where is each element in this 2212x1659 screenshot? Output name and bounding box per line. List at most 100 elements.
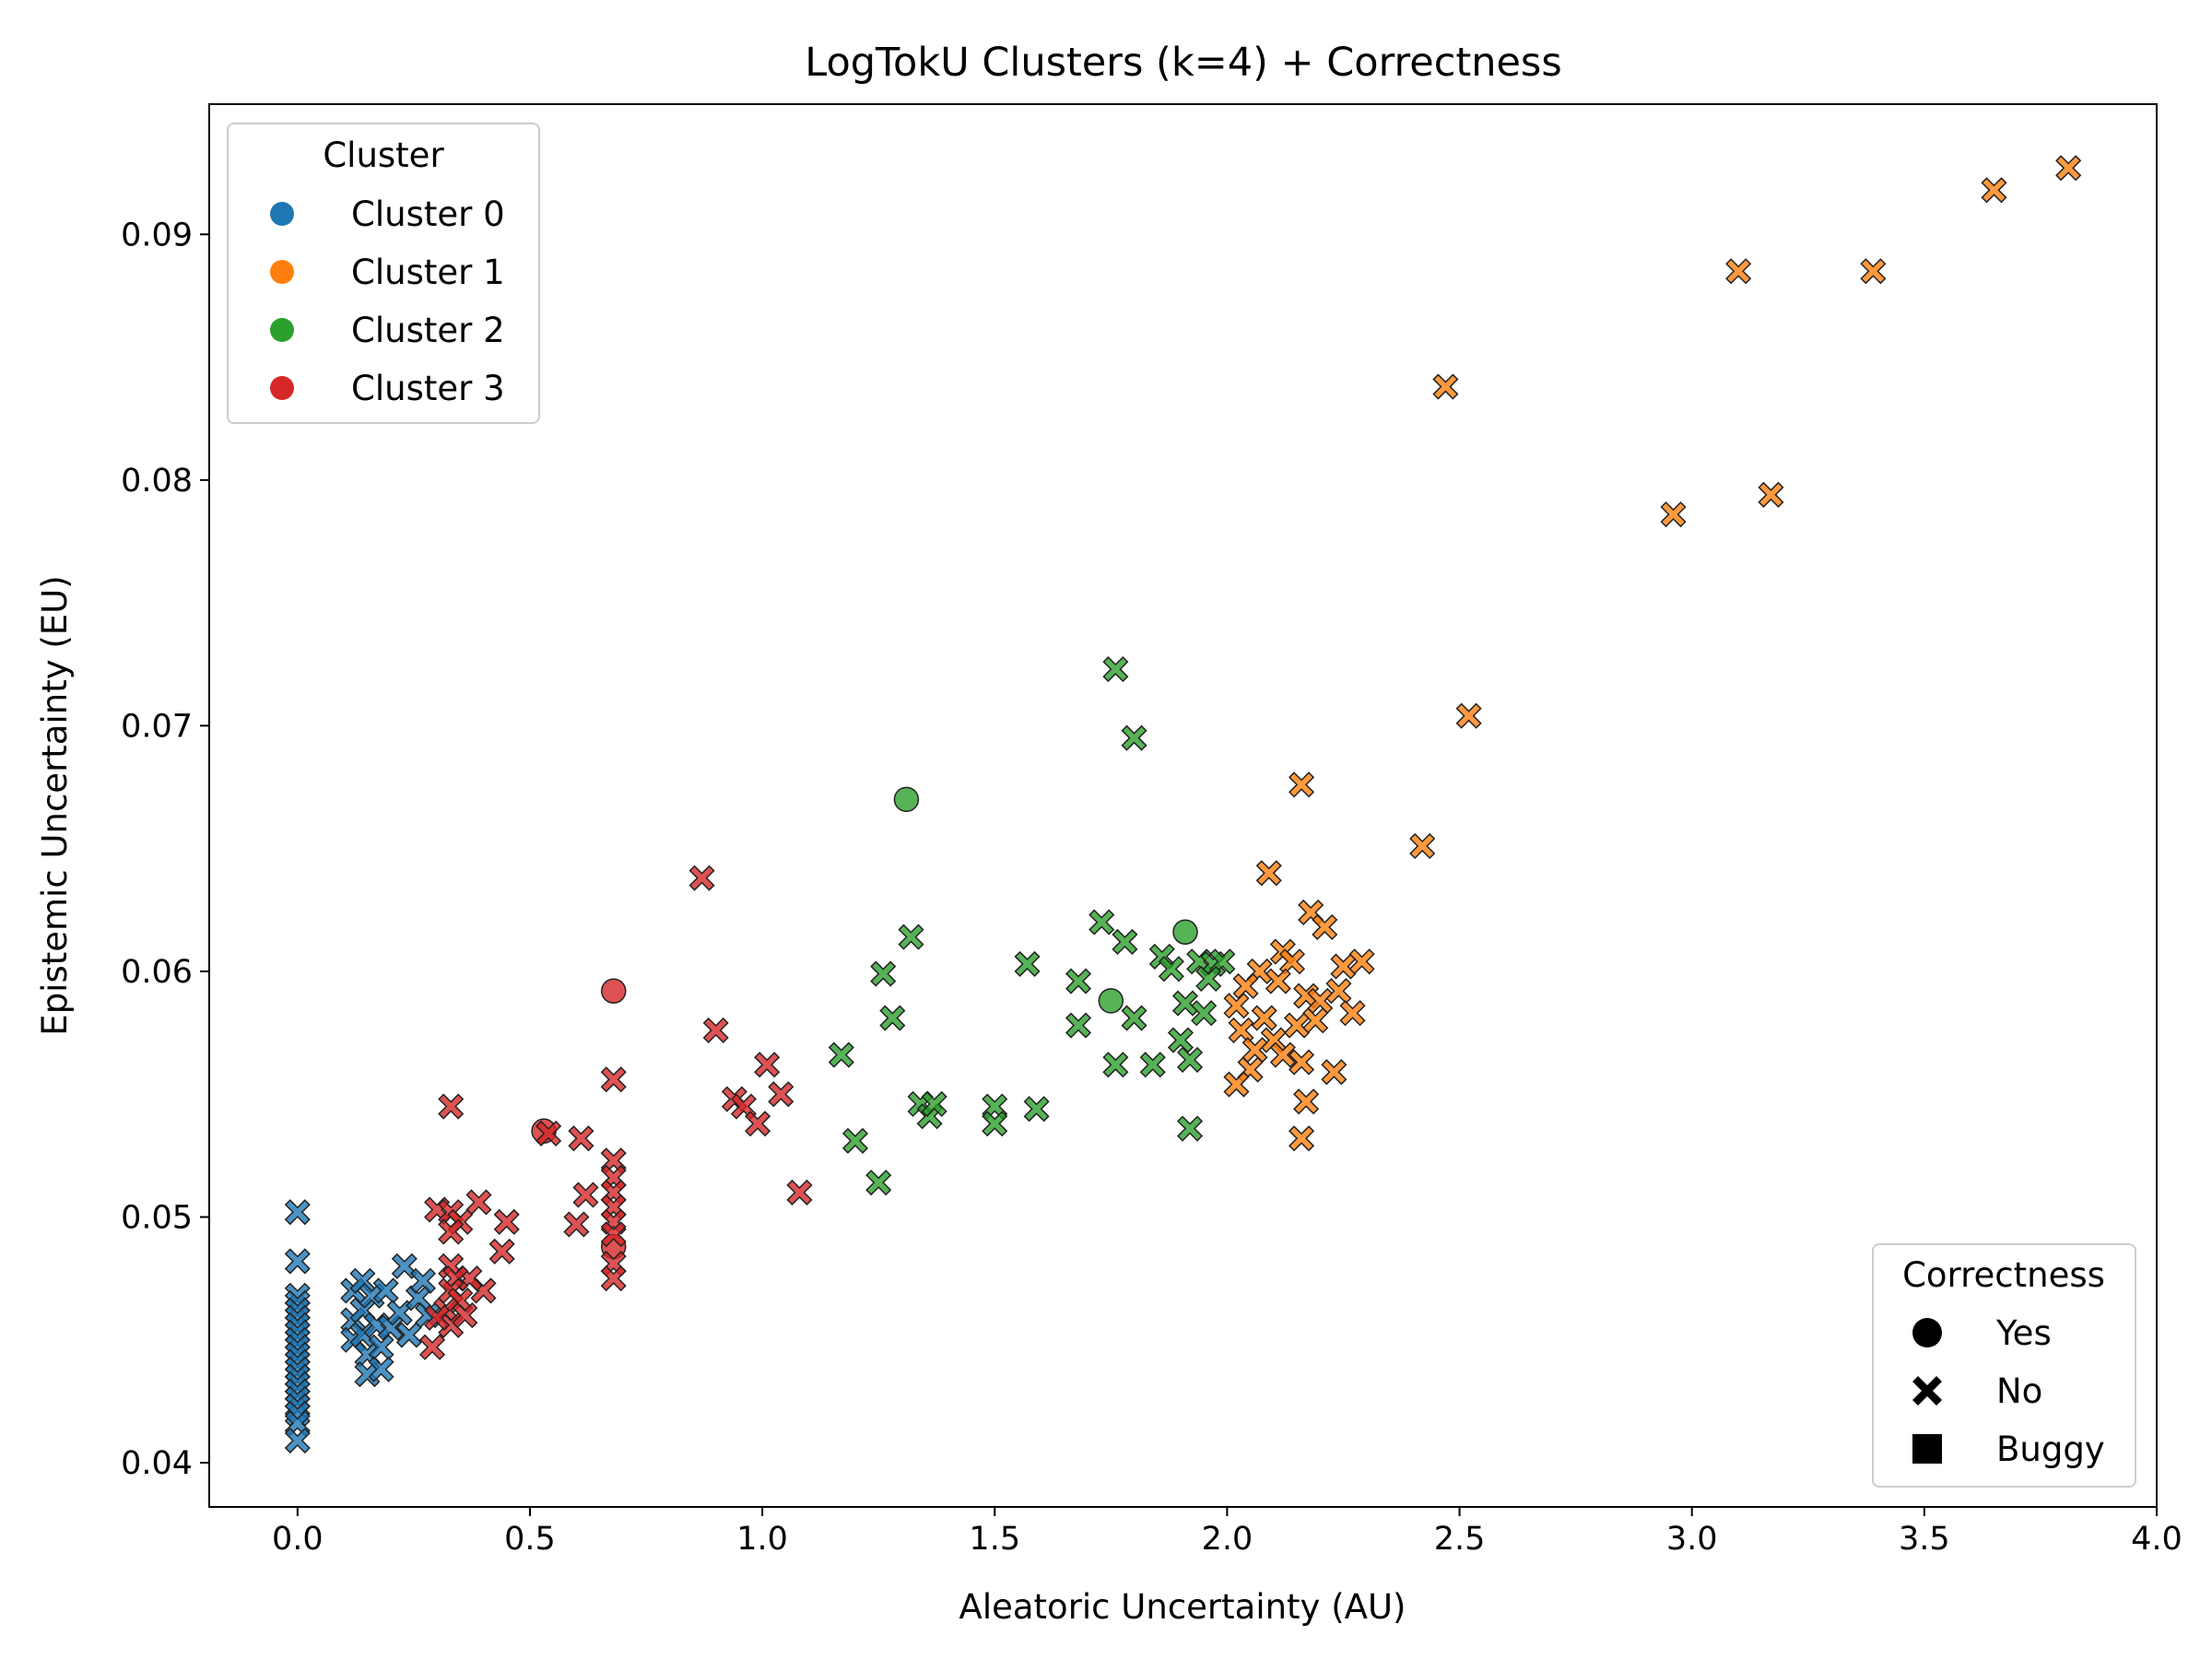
correctness-legend-title: Correctness [1902,1255,2105,1295]
cluster-3-point-no [600,1221,627,1248]
cluster-2-point-no [1112,928,1138,956]
cluster-2-point-no [1158,956,1184,982]
x-tick-label: 2.5 [1434,1521,1486,1558]
y-axis: 0.04 0.05 0.06 0.07 0.08 0.09 [121,217,209,1482]
cluster-3-point-no [424,1304,451,1331]
cluster-1-point-no [1283,1012,1311,1039]
cluster-3-point-no [768,1081,794,1108]
cluster-legend-box [227,123,540,424]
cluster-2-point-yes [893,786,920,813]
cluster-2-point-yes [1098,988,1124,1014]
cluster-0-point-no [409,1267,437,1294]
x-axis-label: Aleatoric Uncertainty (AU) [959,1587,1406,1627]
y-tick-label: 0.04 [121,1445,193,1482]
cluster-0-point-no [405,1285,431,1312]
y-tick-label: 0.06 [121,954,193,991]
cluster-3-point-no [568,1125,594,1152]
cluster-1-point-no [2055,155,2082,182]
cluster-3-point-no [493,1208,520,1235]
x-tick-label: 2.0 [1202,1521,1253,1558]
cluster-1-point-no [1255,860,1282,887]
cluster-1-point-no [1302,1007,1329,1034]
y-tick-label: 0.08 [121,463,193,500]
x-tick-label: 1.5 [969,1521,1020,1558]
cluster-1-point-no [1409,832,1436,860]
cluster-2-point-no [1088,909,1115,935]
cluster-2-point-no [870,960,897,987]
cluster-0-point-no [386,1300,413,1326]
cluster-1-point-no [1725,258,1752,285]
cluster-2-point-no [1191,1000,1218,1027]
y-tick-label: 0.07 [121,708,193,745]
correctness-legend-box [1872,1243,2136,1488]
cluster-2-point-no [1102,656,1129,683]
cluster-legend-marker [270,318,294,342]
cluster-2-point-no [1023,1096,1050,1123]
cluster-legend-title: Cluster [323,135,444,175]
cluster-legend-items: Cluster 0 Cluster 1 Cluster 2 Cluster 3 [270,194,505,408]
cluster-2-point-no [1121,1005,1147,1031]
cluster-2-point-no [921,1090,947,1117]
cluster-1-point-no [1223,993,1250,1019]
cluster-0-point-no [395,1322,422,1348]
cluster-3-point-no [438,1093,465,1120]
cluster-1-point-no [1265,968,1291,994]
x-tick-label: 0.0 [272,1521,324,1558]
cluster-1-point-no [1330,953,1357,980]
cluster-1-point-no [1339,1000,1366,1027]
x-tick-label: 1.0 [736,1521,788,1558]
chart-title: LogTokU Clusters (k=4) + Correctness [805,40,1561,86]
cluster-0-point-no [368,1356,394,1382]
x-tick-label: 4.0 [2131,1521,2183,1558]
cluster-2-point-no [1102,1052,1129,1078]
correctness-legend-label: Buggy [1996,1430,2105,1469]
cluster-1-point-no [1288,1049,1315,1076]
cluster-legend-marker [270,260,294,284]
cluster-2-point-no [1014,950,1041,977]
cluster-3-point-no [438,1218,465,1245]
cluster-1-point-no [1223,1071,1250,1098]
cluster-1-point-no [1269,1041,1296,1068]
cluster-2-point-no [1176,1115,1204,1142]
correctness-legend-label: Yes [1995,1313,2052,1353]
cluster-3-point-no [535,1120,562,1147]
cluster-3-point-no [488,1238,515,1265]
cluster-2-point-no [898,924,924,950]
cluster-0-point-no [284,1248,311,1275]
x-tick-label: 3.5 [1899,1521,1950,1558]
x-tick-label: 3.0 [1666,1521,1718,1558]
correctness-legend: Correctness Yes No Buggy [1872,1243,2136,1488]
cluster-legend-label: Cluster 2 [351,311,505,350]
cluster-1-point-no [1228,1017,1254,1043]
cluster-3-point-no [600,1265,627,1292]
cluster-0-point-no [284,1427,311,1454]
cluster-3-point-no [465,1189,492,1216]
x-tick-label: 0.5 [504,1521,556,1558]
cluster-3-point-yes [600,978,627,1004]
cluster-0-point-no [368,1334,394,1360]
cluster-2-point-no [841,1127,869,1154]
cluster-legend-label: Cluster 3 [351,369,505,408]
cluster-legend-label: Cluster 0 [351,194,505,234]
cluster-3-point-no [419,1334,446,1360]
cluster-legend-label: Cluster 1 [351,253,505,292]
cluster-2-point-no [1167,1027,1194,1053]
y-tick-label: 0.05 [121,1199,193,1236]
cluster-1-point-no [1312,913,1338,941]
cluster-3-point-no [786,1179,813,1206]
cluster-2-point-no [1195,965,1222,992]
x-axis: 0.0 0.5 1.0 1.5 2.0 2.5 3.0 3.5 4.0 [272,1507,2183,1558]
y-tick-label: 0.09 [121,217,193,253]
cluster-1-point-no [1251,1005,1277,1031]
cluster-legend-marker [270,376,294,400]
cluster-1-point-no [1232,972,1259,999]
correctness-legend-items: Yes No Buggy [1912,1313,2105,1469]
cluster-0-point-no [284,1199,311,1226]
cluster-1-point-no [1348,948,1375,975]
cluster-2-point-no [828,1041,854,1068]
correctness-legend-marker-x [1912,1376,1942,1406]
cluster-1-point-no [1758,481,1784,508]
cluster-3-point-no [572,1182,599,1208]
cluster-3-point-no [452,1302,478,1329]
